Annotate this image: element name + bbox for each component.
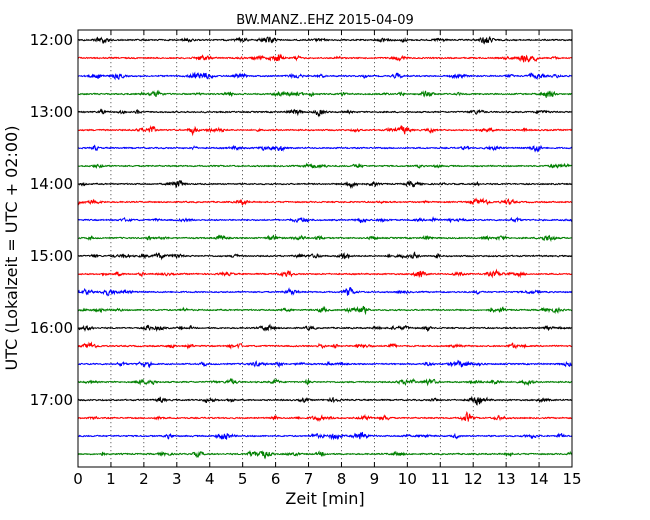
y-tick-label: 12:00: [30, 31, 73, 49]
vertical-grid-lines: [110, 30, 540, 467]
x-tick-label: 8: [337, 470, 347, 488]
trace-line: [77, 162, 573, 169]
trace-line: [77, 71, 573, 81]
x-axis-label: Zeit [min]: [285, 489, 364, 508]
trace-line: [77, 216, 573, 224]
trace-line: [77, 395, 573, 406]
trace-line: [77, 287, 573, 297]
trace-line: [77, 359, 573, 369]
x-tick-label: 2: [139, 470, 149, 488]
trace-line: [77, 449, 573, 460]
x-tick-label: 15: [562, 470, 581, 488]
axis-ticks: [77, 30, 573, 467]
y-tick-labels: 12:00 13:00 14:00 15:00 16:00 17:00: [30, 31, 73, 409]
trace-line: [77, 341, 573, 350]
y-tick-label: 16:00: [30, 319, 73, 337]
x-tick-label: 11: [431, 470, 450, 488]
trace-line: [77, 234, 573, 243]
trace-line: [77, 108, 573, 118]
x-tick-label: 10: [398, 470, 417, 488]
x-tick-label: 1: [106, 470, 116, 488]
x-tick-label: 13: [497, 470, 516, 488]
trace-line: [77, 251, 573, 261]
y-tick-label: 13:00: [30, 103, 73, 121]
trace-line: [77, 410, 573, 423]
y-tick-label: 15:00: [30, 247, 73, 265]
trace-line: [77, 89, 573, 98]
x-tick-label: 5: [238, 470, 248, 488]
y-tick-label: 14:00: [30, 175, 73, 193]
x-tick-labels: 0 1 2 3 4 5 6 7 8 9 10 11 12 13 14 15: [73, 470, 581, 488]
plot-frame: [77, 29, 573, 468]
x-tick-label: 9: [370, 470, 380, 488]
trace-line: [77, 36, 573, 45]
trace-line: [77, 144, 573, 153]
trace-line: [77, 323, 573, 332]
x-tick-label: 4: [205, 470, 215, 488]
trace-line: [77, 124, 573, 137]
chart-title: BW.MANZ..EHZ 2015-04-09: [236, 13, 414, 28]
trace-line: [77, 377, 573, 387]
y-tick-label: 17:00: [30, 391, 73, 409]
trace-line: [77, 268, 573, 279]
x-tick-label: 3: [172, 470, 182, 488]
x-tick-label: 14: [530, 470, 549, 488]
trace-line: [77, 197, 573, 206]
y-axis-label: UTC (Lokalzeit = UTC + 02:00): [2, 126, 21, 371]
x-tick-label: 7: [304, 470, 314, 488]
x-tick-label: 6: [271, 470, 281, 488]
trace-line: [77, 431, 573, 441]
trace-line: [77, 53, 573, 63]
x-tick-label: 0: [73, 470, 83, 488]
trace-line: [77, 179, 573, 190]
x-tick-label: 12: [464, 470, 483, 488]
trace-lines: [77, 36, 573, 460]
trace-line: [77, 305, 573, 316]
